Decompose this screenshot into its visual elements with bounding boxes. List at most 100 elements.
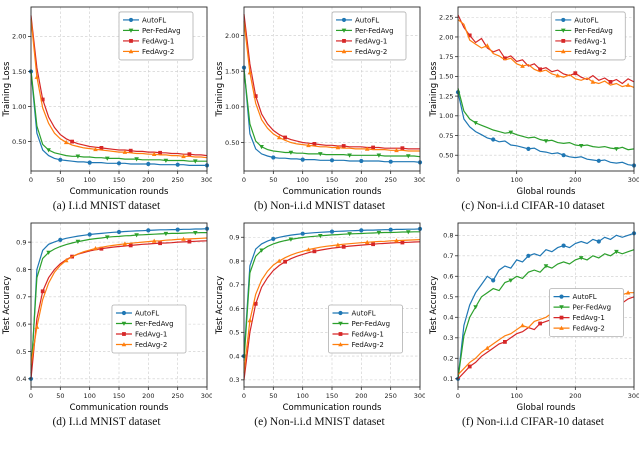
svg-text:Test Accuracy: Test Accuracy (215, 276, 225, 335)
svg-text:Test Accuracy: Test Accuracy (2, 276, 12, 335)
svg-text:2.25: 2.25 (439, 14, 453, 22)
chart-canvas-f: 0 100 200 300 0.1 0.2 0.3 0.4 0.5 0.6 0.7 0.8 Global… (429, 222, 639, 413)
svg-text:0.4: 0.4 (443, 314, 453, 322)
svg-text:0: 0 (455, 176, 459, 184)
svg-text:Training Loss: Training Loss (429, 61, 439, 117)
svg-text:100: 100 (83, 392, 95, 400)
svg-text:0.3: 0.3 (229, 376, 239, 384)
subplot-b: 0 50 100 150 200 250 300 0.50 1.00 1.50 2.00 Commun… (213, 2, 426, 212)
svg-text:200: 200 (355, 392, 367, 400)
svg-text:300: 300 (627, 176, 638, 184)
svg-text:250: 250 (384, 176, 396, 184)
svg-text:0.7: 0.7 (229, 281, 239, 289)
caption-e: (e) Non-i.i.d MNIST dataset (254, 416, 385, 428)
svg-text:0.8: 0.8 (229, 257, 239, 265)
svg-text:FedAvg-1: FedAvg-1 (135, 331, 167, 339)
caption-a: (a) I.i.d MNIST dataset (52, 200, 161, 212)
chart-canvas-c: 0 100 200 300 0.50 0.75 1.00 1.25 1.50 1.75 2.00 2.… (429, 6, 639, 197)
svg-text:0.50: 0.50 (439, 152, 453, 160)
svg-text:0.3: 0.3 (443, 334, 453, 342)
svg-text:2.00: 2.00 (12, 33, 26, 41)
svg-text:2.00: 2.00 (439, 33, 453, 41)
svg-text:250: 250 (171, 176, 183, 184)
svg-text:300: 300 (414, 392, 425, 400)
chart-canvas-b: 0 50 100 150 200 250 300 0.50 1.00 1.50 2.00 Commun… (215, 6, 425, 197)
svg-text:FedAvg-1: FedAvg-1 (572, 314, 604, 322)
svg-text:0.2: 0.2 (443, 355, 453, 363)
svg-text:200: 200 (142, 392, 154, 400)
svg-text:150: 150 (326, 392, 338, 400)
svg-text:1.50: 1.50 (225, 67, 239, 75)
svg-text:1.50: 1.50 (439, 73, 453, 81)
svg-text:Communication rounds: Communication rounds (283, 187, 382, 197)
svg-text:FedAvg-1: FedAvg-1 (142, 37, 174, 45)
svg-text:0.9: 0.9 (16, 238, 26, 246)
svg-text:300: 300 (201, 392, 212, 400)
svg-text:1.00: 1.00 (225, 103, 239, 111)
svg-text:0.8: 0.8 (16, 266, 26, 274)
svg-text:FedAvg-1: FedAvg-1 (355, 37, 387, 45)
svg-text:Communication rounds: Communication rounds (283, 403, 382, 413)
svg-text:200: 200 (569, 176, 581, 184)
subplot-c: 0 100 200 300 0.50 0.75 1.00 1.25 1.50 1.75 2.00 2.… (426, 2, 640, 212)
svg-text:1.75: 1.75 (439, 53, 453, 61)
svg-text:0: 0 (455, 392, 459, 400)
subplot-a: 0 50 100 150 200 250 300 0.50 1.00 1.50 2.00 Commun… (0, 2, 213, 212)
figure-grid: 0 50 100 150 200 250 300 0.50 1.00 1.50 2.00 Commun… (0, 2, 640, 428)
svg-text:FedAvg-1: FedAvg-1 (351, 331, 383, 339)
svg-text:FedAvg-2: FedAvg-2 (135, 341, 167, 349)
svg-text:Training Loss: Training Loss (215, 61, 225, 117)
caption-b: (b) Non-i.i.d MNIST dataset (253, 200, 386, 212)
svg-text:Per-FedAvg: Per-FedAvg (142, 27, 181, 35)
svg-text:100: 100 (83, 176, 95, 184)
svg-text:0: 0 (242, 392, 246, 400)
svg-text:0.4: 0.4 (16, 375, 26, 383)
svg-text:Global rounds: Global rounds (516, 403, 575, 413)
svg-text:200: 200 (142, 176, 154, 184)
svg-text:FedAvg-2: FedAvg-2 (574, 48, 606, 56)
svg-text:Per-FedAvg: Per-FedAvg (572, 304, 611, 312)
svg-text:Per-FedAvg: Per-FedAvg (355, 27, 394, 35)
svg-text:50: 50 (269, 392, 277, 400)
svg-text:FedAvg-2: FedAvg-2 (351, 341, 383, 349)
subplot-d: 0 50 100 150 200 250 300 0.4 0.5 0.6 0.7 0.8 0.9 Comm… (0, 218, 213, 428)
svg-text:0.7: 0.7 (443, 252, 453, 260)
chart-canvas-e: 0 50 100 150 200 250 300 0.3 0.4 0.5 0.6 0.7 0.8 0.9 C… (215, 222, 425, 413)
chart-canvas-d: 0 50 100 150 200 250 300 0.4 0.5 0.6 0.7 0.8 0.9 Comm… (2, 222, 212, 413)
caption-c: (c) Non-i.i.d CIFAR-10 dataset (461, 200, 605, 212)
svg-text:AutoFL: AutoFL (351, 310, 375, 318)
svg-text:0.50: 0.50 (225, 139, 239, 147)
subplot-f: 0 100 200 300 0.1 0.2 0.3 0.4 0.5 0.6 0.7 0.8 Global… (426, 218, 640, 428)
caption-f: (f) Non-i.i.d CIFAR-10 dataset (462, 416, 604, 428)
svg-text:AutoFL: AutoFL (142, 16, 166, 24)
svg-text:0.9: 0.9 (229, 234, 239, 242)
svg-text:1.00: 1.00 (12, 103, 26, 111)
svg-text:Per-FedAvg: Per-FedAvg (574, 27, 613, 35)
svg-text:Communication rounds: Communication rounds (70, 403, 169, 413)
svg-text:1.25: 1.25 (439, 92, 453, 100)
svg-text:1.50: 1.50 (12, 68, 26, 76)
svg-text:300: 300 (627, 392, 638, 400)
svg-text:300: 300 (414, 176, 425, 184)
svg-text:AutoFL: AutoFL (135, 310, 159, 318)
svg-text:AutoFL: AutoFL (572, 293, 596, 301)
svg-text:0: 0 (29, 392, 33, 400)
svg-text:200: 200 (569, 392, 581, 400)
svg-text:250: 250 (384, 392, 396, 400)
svg-text:0.7: 0.7 (16, 293, 26, 301)
svg-text:50: 50 (269, 176, 277, 184)
svg-text:Per-FedAvg: Per-FedAvg (351, 320, 390, 328)
caption-d: (d) I.i.d MNIST dataset (52, 416, 161, 428)
svg-text:0.50: 0.50 (12, 138, 26, 146)
svg-text:FedAvg-2: FedAvg-2 (355, 48, 387, 56)
svg-text:Global rounds: Global rounds (516, 187, 575, 197)
svg-text:250: 250 (171, 392, 183, 400)
svg-text:AutoFL: AutoFL (355, 16, 379, 24)
svg-text:2.00: 2.00 (225, 32, 239, 40)
svg-text:FedAvg-2: FedAvg-2 (142, 48, 174, 56)
svg-text:FedAvg-2: FedAvg-2 (572, 325, 604, 333)
svg-text:FedAvg-1: FedAvg-1 (574, 37, 606, 45)
svg-text:0.6: 0.6 (443, 273, 453, 281)
svg-text:50: 50 (56, 176, 64, 184)
svg-text:Training Loss: Training Loss (2, 61, 12, 117)
